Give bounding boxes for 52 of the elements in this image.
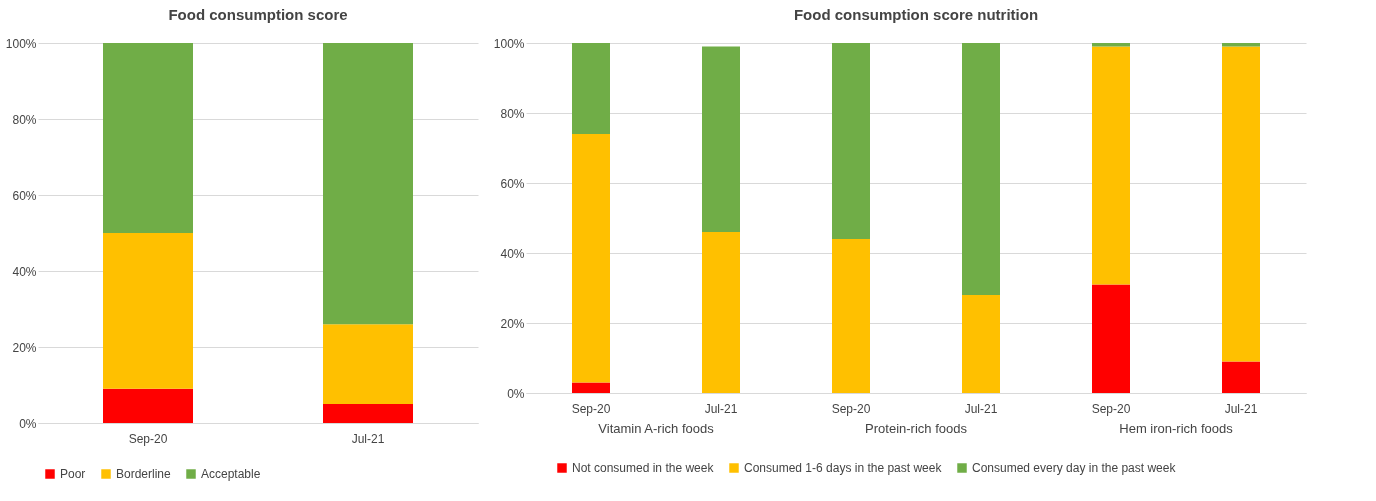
bar: [1222, 43, 1260, 47]
bar: [1092, 43, 1130, 47]
bar: [1092, 284, 1130, 393]
y-tick-label: 60%: [500, 176, 525, 191]
text: Hem iron-rich foods: [1119, 421, 1234, 436]
y-tick-label: 0%: [507, 386, 525, 401]
bar: [572, 134, 610, 383]
legend-label: Not consumed in the week: [572, 461, 715, 475]
x-tick-label: Jul-21: [351, 431, 385, 446]
chart-title: Food consumption score nutrition: [793, 6, 1039, 23]
legend-label: Consumed 1-6 days in the past week: [744, 461, 943, 475]
x-tick-label: Sep-20: [571, 401, 611, 416]
y-tick-label: 60%: [12, 188, 37, 203]
y-tick-label: 80%: [12, 112, 37, 127]
legend-label: Poor: [60, 467, 86, 481]
legend-label: Acceptable: [201, 467, 261, 481]
bar: [572, 43, 610, 134]
bar: [323, 43, 413, 325]
bar: [323, 404, 413, 423]
x-tick-label: Jul-21: [1224, 401, 1258, 416]
text: Protein-rich foods: [865, 421, 968, 436]
bar: [103, 233, 193, 389]
bar: [702, 232, 740, 393]
bar: [572, 382, 610, 393]
x-tick-label: Sep-20: [128, 431, 168, 446]
y-tick-label: 40%: [12, 264, 37, 279]
x-tick-label: Sep-20: [1091, 401, 1131, 416]
y-tick-label: 40%: [500, 246, 525, 261]
y-tick-label: 0%: [19, 416, 37, 431]
bar: [962, 43, 1000, 295]
bar: [103, 388, 193, 423]
y-tick-label: 100%: [5, 36, 37, 51]
bar: [1222, 46, 1260, 362]
y-tick-label: 20%: [500, 316, 525, 331]
bar: [323, 324, 413, 404]
legend-label: Consumed every day in the past week: [972, 461, 1177, 475]
legend-label: Borderline: [116, 467, 172, 481]
bar: [103, 43, 193, 233]
bar: [832, 239, 870, 393]
x-tick-label: Jul-21: [704, 401, 738, 416]
y-tick-label: 20%: [12, 340, 37, 355]
x-tick-label: Sep-20: [831, 401, 871, 416]
x-tick-label: Jul-21: [964, 401, 998, 416]
bar: [832, 43, 870, 239]
bar: [962, 295, 1000, 393]
bar: [702, 46, 740, 232]
bar: [1092, 46, 1130, 285]
y-tick-label: 80%: [500, 106, 525, 121]
bar: [1222, 361, 1260, 393]
y-tick-label: 100%: [493, 36, 525, 51]
text: Vitamin A-rich foods: [598, 421, 715, 436]
chart-title: Food consumption score: [168, 6, 348, 23]
